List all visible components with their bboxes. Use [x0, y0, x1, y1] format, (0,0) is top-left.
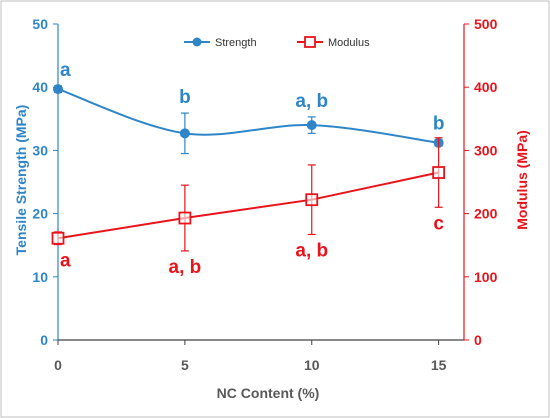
- modulus-significance-label: a: [60, 251, 71, 272]
- x-tick-label: 0: [54, 357, 62, 373]
- modulus-significance-label: c: [433, 213, 444, 234]
- y-left-tick-label: 10: [32, 269, 48, 285]
- strength-point: [306, 120, 317, 131]
- y-left-tick-label: 50: [32, 16, 48, 32]
- modulus-significance-label: a, b: [169, 257, 202, 278]
- y-right-tick-label: 0: [474, 332, 482, 348]
- legend-strength-label: Strength: [215, 37, 257, 49]
- x-tick-label: 15: [431, 357, 447, 373]
- legend-modulus-marker: [304, 36, 316, 48]
- legend-modulus-label: Modulus: [328, 37, 370, 49]
- series-layer: [51, 84, 446, 252]
- strength-significance-label: b: [179, 87, 191, 108]
- x-axis-title: NC Content (%): [217, 385, 320, 401]
- strength-series-line: [57, 88, 439, 144]
- y-right-tick-label: 200: [474, 206, 498, 222]
- y-right-tick-label: 300: [474, 142, 498, 158]
- modulus-point: [432, 166, 446, 179]
- strength-significance-label: b: [433, 114, 445, 135]
- y-left-axis-title: Tensile Strength (MPa): [13, 105, 29, 256]
- y-left-tick-label: 20: [32, 206, 48, 222]
- modulus-significance-label: a, b: [295, 240, 328, 261]
- x-tick-label: 10: [304, 357, 320, 373]
- strength-significance-label: a: [60, 60, 71, 81]
- strength-significance-label: a, b: [295, 91, 328, 112]
- y-left-tick-label: 0: [40, 332, 48, 348]
- y-right-tick-label: 100: [474, 269, 498, 285]
- strength-point: [53, 84, 63, 95]
- legend: Strength Modulus: [184, 36, 370, 49]
- modulus-point: [178, 211, 192, 225]
- y-right-tick-label: 500: [474, 16, 498, 32]
- modulus-series-line: [57, 171, 439, 240]
- y-right-axis-title: Modulus (MPa): [514, 130, 530, 230]
- modulus-point: [51, 231, 65, 245]
- significance-labels: a b a, b b a a, b a, b c: [60, 60, 444, 278]
- strength-point: [179, 128, 190, 139]
- legend-strength-marker: [192, 37, 202, 47]
- modulus-point: [305, 193, 319, 207]
- y-right-tick-label: 400: [474, 79, 498, 95]
- x-tick-label: 5: [181, 357, 189, 373]
- y-left-tick-label: 30: [32, 142, 48, 158]
- y-left-tick-label: 40: [32, 79, 48, 95]
